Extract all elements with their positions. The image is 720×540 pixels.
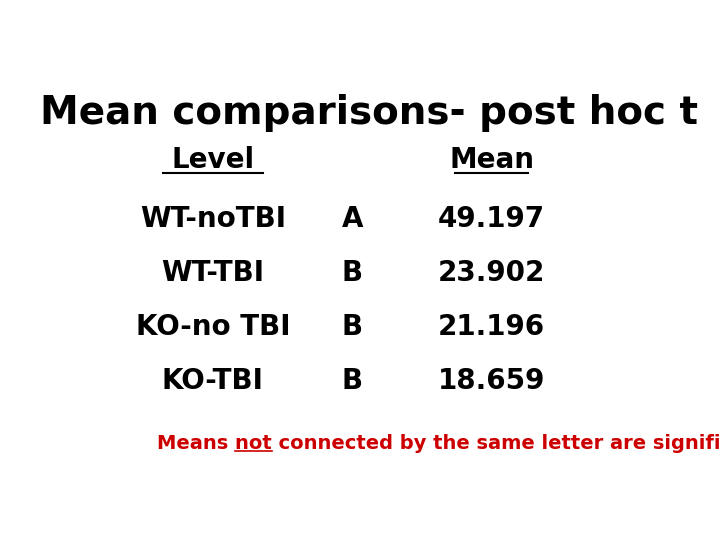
Text: B: B bbox=[342, 259, 363, 287]
Text: Mean comparisons- post hoc t: Mean comparisons- post hoc t bbox=[40, 94, 698, 132]
Text: WT-TBI: WT-TBI bbox=[161, 259, 264, 287]
Text: Mean: Mean bbox=[449, 146, 534, 174]
Text: Means not connected by the same letter are significantly different: Means not connected by the same letter a… bbox=[157, 434, 720, 453]
Text: Level: Level bbox=[171, 146, 254, 174]
Text: KO-TBI: KO-TBI bbox=[162, 367, 264, 395]
Text: KO-no TBI: KO-no TBI bbox=[135, 313, 290, 341]
Text: 49.197: 49.197 bbox=[438, 205, 545, 233]
Text: WT-noTBI: WT-noTBI bbox=[140, 205, 286, 233]
Text: 21.196: 21.196 bbox=[438, 313, 545, 341]
Text: B: B bbox=[342, 367, 363, 395]
Text: 23.902: 23.902 bbox=[438, 259, 546, 287]
Text: 18.659: 18.659 bbox=[438, 367, 546, 395]
Text: B: B bbox=[342, 313, 363, 341]
Text: A: A bbox=[341, 205, 363, 233]
